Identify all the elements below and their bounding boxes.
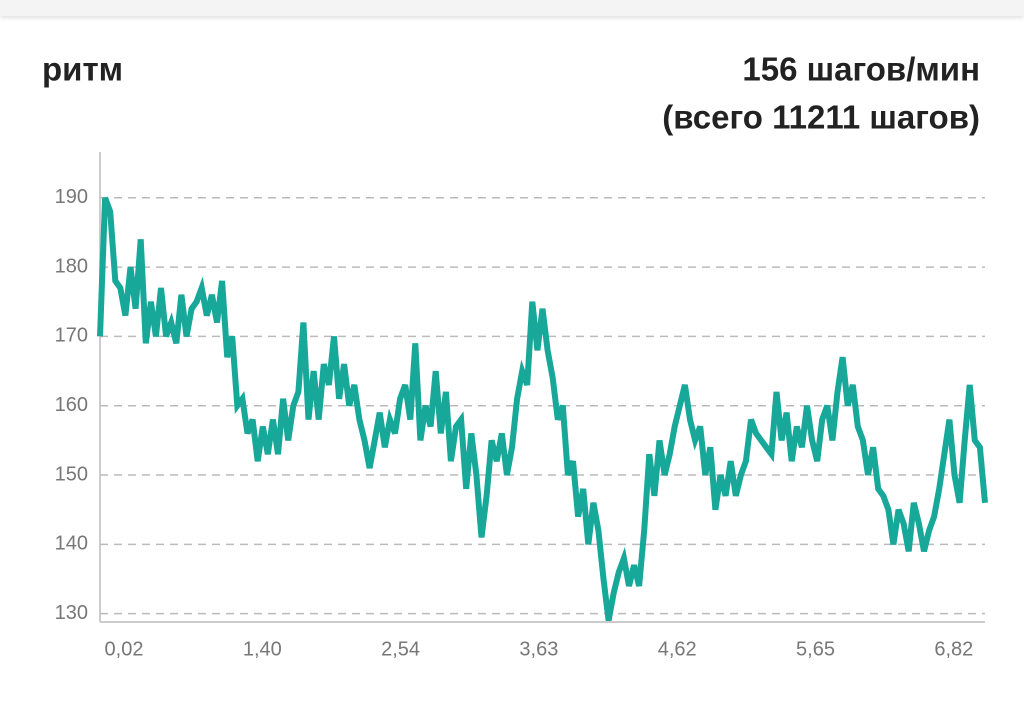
x-tick-label: 2,54 — [381, 638, 420, 660]
x-tick-label: 6,82 — [934, 638, 973, 660]
pace-value: 156 шагов/мин — [742, 51, 980, 88]
y-tick-label: 140 — [55, 533, 88, 555]
x-tick-label: 4,62 — [658, 638, 697, 660]
y-tick-label: 130 — [55, 602, 88, 624]
x-tick-label: 3,63 — [519, 638, 558, 660]
y-tick-label: 170 — [55, 325, 88, 347]
top-bar — [0, 0, 1024, 16]
y-tick-label: 180 — [55, 255, 88, 277]
x-tick-label: 1,40 — [243, 638, 282, 660]
y-tick-label: 150 — [55, 463, 88, 485]
x-tick-label: 5,65 — [796, 638, 835, 660]
rhythm-line — [97, 196, 988, 622]
chart-title: ритм — [42, 51, 123, 88]
total-steps: (всего 11211 шагов) — [662, 99, 980, 136]
x-tick-label: 0,02 — [105, 638, 144, 660]
y-tick-label: 160 — [55, 394, 88, 416]
y-tick-label: 190 — [55, 186, 88, 208]
